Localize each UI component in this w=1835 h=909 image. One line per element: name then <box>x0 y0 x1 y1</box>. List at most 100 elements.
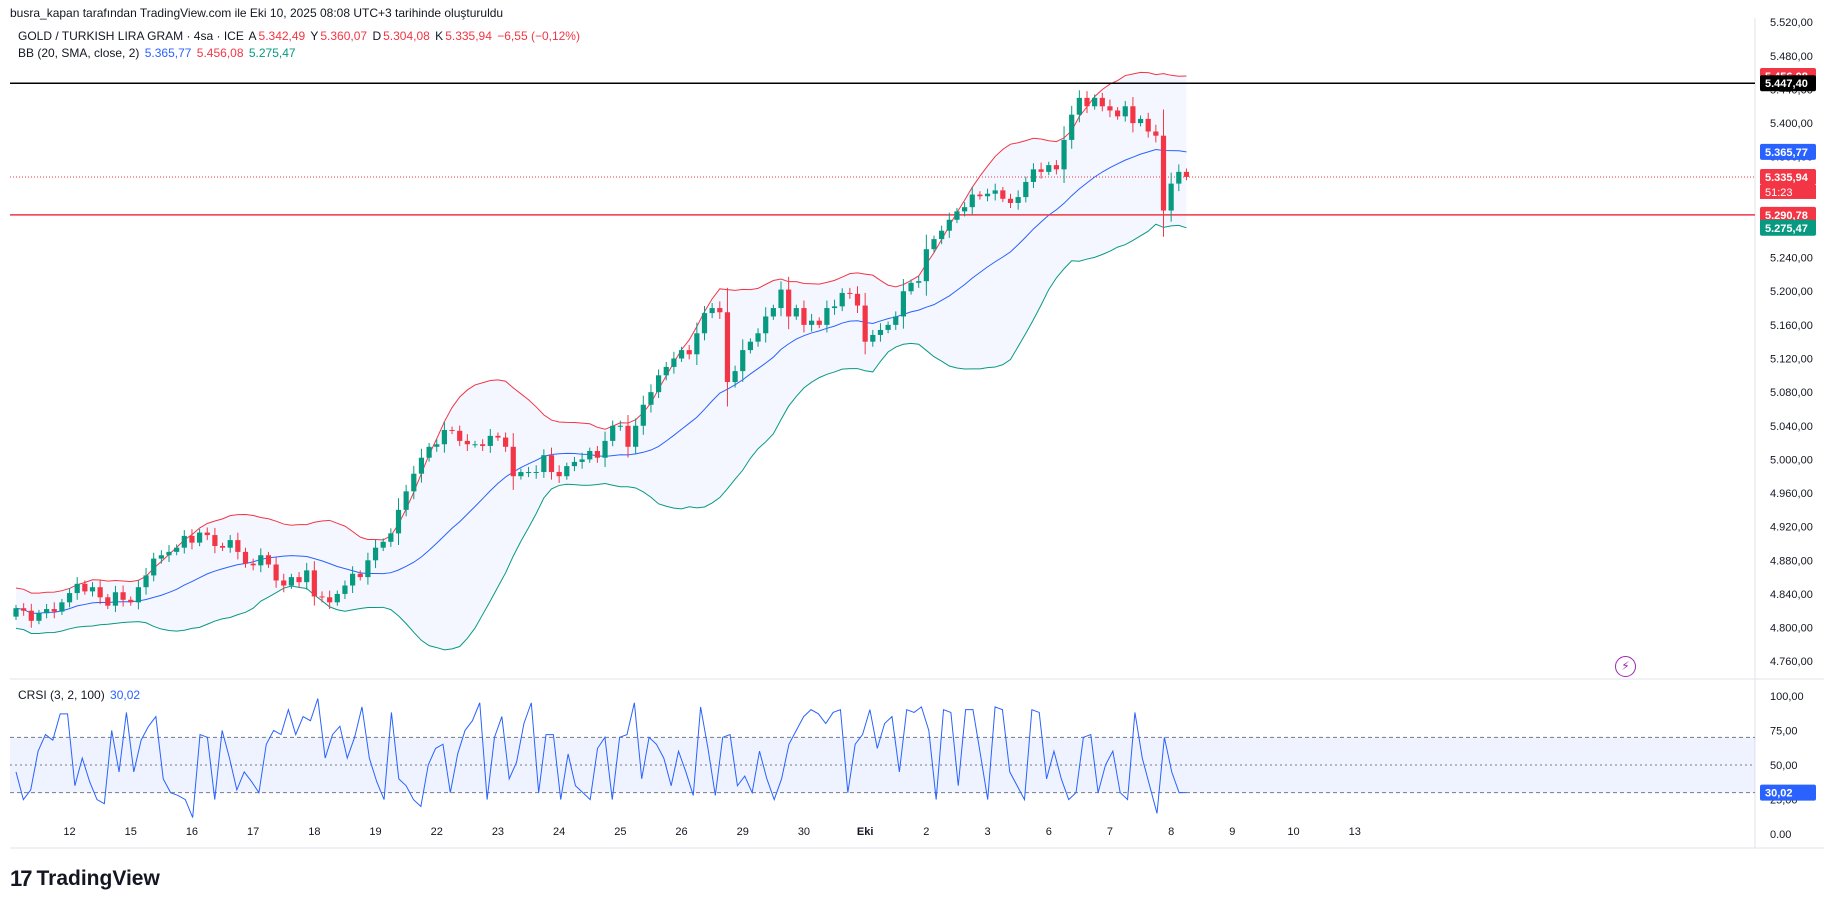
candle-body <box>854 293 861 306</box>
candle-body <box>556 472 562 477</box>
candle-body <box>158 555 164 559</box>
candle-body <box>564 466 570 477</box>
candle-body <box>273 564 279 581</box>
candle-body <box>1038 169 1044 172</box>
candle-body <box>908 282 914 292</box>
candle-body <box>166 551 172 556</box>
candle-body <box>602 440 608 458</box>
price-label-box <box>1760 206 1816 223</box>
price-tick-label: 5.400,00 <box>1770 118 1813 130</box>
candle-body <box>281 580 287 586</box>
candle-body <box>319 596 325 598</box>
time-tick-label: 16 <box>186 826 198 838</box>
time-tick-label: 25 <box>614 826 626 838</box>
candle-body <box>112 592 119 606</box>
candle-body <box>441 429 447 445</box>
candle-body <box>21 608 27 611</box>
candle-body <box>128 599 134 603</box>
candle-body <box>495 435 501 438</box>
bb-legend[interactable]: BB (20, SMA, close, 2) 5.365,77 5.456,08… <box>18 46 298 60</box>
candle-body <box>97 587 103 598</box>
candle-body <box>946 219 952 231</box>
candle-body <box>1084 97 1090 107</box>
candle-body <box>916 281 922 283</box>
price-tick-label: 5.160,00 <box>1770 320 1813 332</box>
candle-body <box>1168 183 1174 211</box>
price-label-text: 5.335,94 <box>1765 172 1809 184</box>
time-tick-label: 3 <box>984 826 990 838</box>
time-tick-label: 17 <box>247 826 259 838</box>
time-tick-label: 18 <box>308 826 320 838</box>
crsi-tick-label: 75,00 <box>1770 725 1798 737</box>
candle-body <box>219 546 226 548</box>
candle-body <box>204 532 210 536</box>
candle-body <box>831 306 838 309</box>
tradingview-logo: 17 TradingView <box>10 866 160 892</box>
open-label: A <box>248 29 257 43</box>
candle-body <box>357 573 363 578</box>
candle-body <box>847 292 853 294</box>
candle-body <box>763 316 769 334</box>
candle-body <box>510 446 516 477</box>
candle-body <box>13 608 19 617</box>
candle-body <box>311 570 317 597</box>
low-label: D <box>372 29 382 43</box>
crsi-last-box <box>1760 784 1816 801</box>
crsi-value: 30,02 <box>110 688 141 702</box>
open-value: 5.342,49 <box>258 29 306 43</box>
candle-body <box>625 425 631 447</box>
candle-body <box>457 430 463 441</box>
symbol-label[interactable]: GOLD / TURKISH LIRA GRAM · 4sa · ICE <box>18 29 244 43</box>
candle-body <box>1130 106 1136 124</box>
candle-body <box>403 491 409 510</box>
candle-body <box>503 437 509 447</box>
candle-body <box>434 444 440 447</box>
candle-body <box>678 350 685 359</box>
candle-body <box>862 305 868 342</box>
candle-body <box>258 555 264 566</box>
candle-body <box>388 533 394 542</box>
candle-body <box>418 457 425 474</box>
candle-body <box>548 455 555 473</box>
lightning-icon[interactable]: ⚡ <box>1615 656 1636 677</box>
bollinger-upper-line <box>15 71 1187 594</box>
candle-body <box>36 613 42 621</box>
candle-body <box>1122 106 1128 117</box>
candle-body <box>395 509 402 534</box>
price-tick-label: 5.240,00 <box>1770 253 1813 265</box>
high-value: 5.360,07 <box>320 29 368 43</box>
candle-body <box>197 532 203 543</box>
price-label-text: 5.447,40 <box>1765 78 1808 90</box>
candle-body <box>701 313 708 334</box>
change-value: −6,55 (−0,12%) <box>497 29 580 43</box>
candle-body <box>1023 181 1029 198</box>
candle-body <box>816 320 822 325</box>
candle-body <box>1176 171 1182 184</box>
time-tick-label: 6 <box>1046 826 1052 838</box>
candle-body <box>151 558 157 576</box>
candle-body <box>120 592 126 600</box>
candle-body <box>181 535 187 548</box>
candle-body <box>594 450 600 458</box>
candle-body <box>824 308 830 325</box>
time-tick-label: 29 <box>737 826 749 838</box>
chart-canvas[interactable]: 4.760,00 4.800,00 4.840,00 4.880,00 4.920,00… <box>0 0 1835 860</box>
close-label: K <box>435 29 444 43</box>
time-tick-label: 9 <box>1229 826 1235 838</box>
crsi-last-text: 30,02 <box>1765 788 1793 800</box>
candle-body <box>969 194 975 208</box>
price-tick-label: 5.520,00 <box>1770 17 1813 29</box>
time-tick-label: 24 <box>553 826 565 838</box>
candle-body <box>304 570 310 583</box>
crsi-legend[interactable]: CRSI (3, 2, 100) 30,02 <box>18 688 142 702</box>
price-tick-label: 5.480,00 <box>1770 51 1813 63</box>
time-tick-label: Eki <box>857 826 874 838</box>
candle-body <box>350 573 356 586</box>
time-tick-label: 13 <box>1349 826 1361 838</box>
candle-body <box>242 551 249 564</box>
candle-body <box>1015 197 1021 203</box>
candle-body <box>189 535 195 543</box>
candle-body <box>747 341 753 351</box>
price-label-text: 5.290,78 <box>1765 210 1808 222</box>
crsi-tick-label: 0.00 <box>1770 829 1791 841</box>
